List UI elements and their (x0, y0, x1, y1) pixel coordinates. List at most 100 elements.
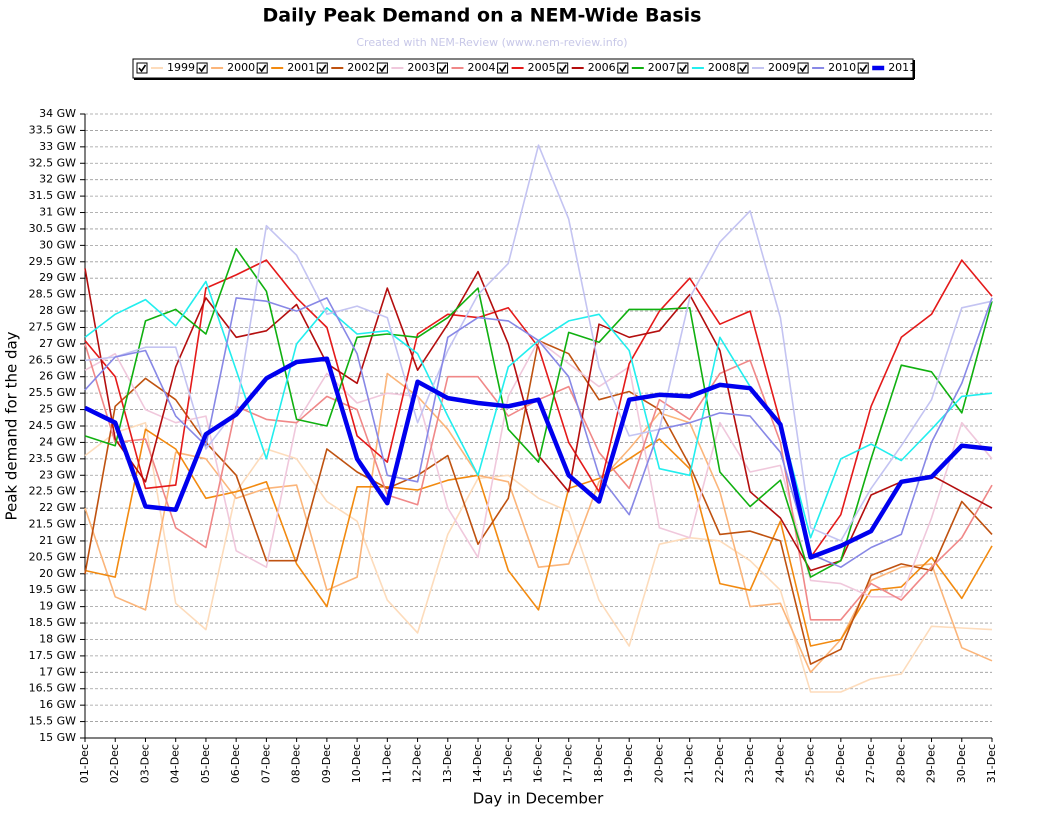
legend-label: 2008 (708, 61, 736, 74)
y-tick-label: 22 GW (39, 501, 76, 514)
y-tick-label: 27 GW (39, 337, 76, 350)
series-line (84, 144, 993, 542)
y-tick-label: 18 GW (39, 632, 76, 645)
x-tick-label: 18-Dec (592, 744, 605, 783)
legend-check (438, 64, 447, 73)
y-tick-label: 21.5 GW (29, 518, 77, 531)
x-tick-label: 27-Dec (864, 744, 877, 783)
y-tick-label: 26 GW (39, 370, 76, 383)
y-tick-label: 16.5 GW (29, 682, 77, 695)
series-line (84, 356, 993, 560)
legend-checkbox[interactable] (677, 62, 689, 74)
y-tick-label: 19 GW (39, 600, 76, 613)
legend-label: 2011 (888, 61, 916, 74)
legend-checkbox[interactable] (136, 62, 148, 74)
legend-checkbox[interactable] (256, 62, 268, 74)
legend-label: 2001 (287, 61, 315, 74)
y-tick-label: 29.5 GW (29, 255, 77, 268)
series-line (84, 259, 993, 559)
legend-check (138, 64, 147, 73)
legend-check (739, 64, 748, 73)
y-tick-label: 21 GW (39, 534, 76, 547)
x-tick-label: 21-Dec (683, 744, 696, 783)
x-tick-label: 23-Dec (743, 744, 756, 783)
x-tick-label: 15-Dec (501, 744, 514, 783)
series-line (84, 268, 993, 572)
legend-checkbox[interactable] (857, 62, 869, 74)
x-tick-label: 24-Dec (773, 744, 786, 783)
y-tick-label: 27.5 GW (29, 320, 77, 333)
x-tick-label: 08-Dec (290, 744, 303, 783)
legend-checkbox[interactable] (316, 62, 328, 74)
x-tick-label: 11-Dec (380, 744, 393, 783)
x-tick-label: 05-Dec (199, 744, 212, 783)
legend-checkbox[interactable] (376, 62, 388, 74)
y-tick-label: 22.5 GW (29, 485, 77, 498)
legend-label: 1999 (167, 61, 195, 74)
legend-checkbox[interactable] (196, 62, 208, 74)
x-tick-label: 26-Dec (834, 744, 847, 783)
y-tick-label: 34 GW (39, 107, 76, 120)
legend-label: 2006 (588, 61, 616, 74)
y-tick-label: 32 GW (39, 173, 76, 186)
y-tick-label: 15.5 GW (29, 715, 77, 728)
legend-checkbox[interactable] (557, 62, 569, 74)
legend-check (679, 64, 688, 73)
x-tick-label: 12-Dec (411, 744, 424, 783)
y-tick-label: 32.5 GW (29, 156, 77, 169)
y-tick-label: 29 GW (39, 271, 76, 284)
legend-checkbox[interactable] (737, 62, 749, 74)
legend-checkbox[interactable] (497, 62, 509, 74)
legend-check (498, 64, 507, 73)
x-axis-title: Day in December (473, 790, 604, 808)
legend-label: 2004 (468, 61, 496, 74)
y-tick-label: 28 GW (39, 304, 76, 317)
legend-label: 2003 (407, 61, 435, 74)
y-tick-label: 23 GW (39, 468, 76, 481)
x-tick-label: 02-Dec (108, 744, 121, 783)
y-tick-label: 33.5 GW (29, 123, 77, 136)
y-tick-label: 24.5 GW (29, 419, 77, 432)
y-tick-label: 25.5 GW (29, 386, 77, 399)
chart-subtitle: Created with NEM-Review (www.nem-review.… (356, 36, 627, 49)
y-tick-label: 19.5 GW (29, 583, 77, 596)
legend-check (258, 64, 267, 73)
x-tick-label: 14-Dec (471, 744, 484, 783)
x-tick-label: 17-Dec (562, 744, 575, 783)
y-tick-label: 17.5 GW (29, 649, 77, 662)
x-tick-label: 19-Dec (622, 744, 635, 783)
series-line (84, 247, 993, 578)
y-tick-label: 33 GW (39, 140, 76, 153)
x-tick-label: 30-Dec (955, 744, 968, 783)
legend-checkbox[interactable] (617, 62, 629, 74)
legend-label: 2000 (227, 61, 255, 74)
y-tick-label: 24 GW (39, 435, 76, 448)
legend-checkbox[interactable] (797, 62, 809, 74)
legend-label: 2002 (347, 61, 375, 74)
x-tick-label: 06-Dec (229, 744, 242, 783)
y-tick-label: 18.5 GW (29, 616, 77, 629)
legend-checkbox[interactable] (437, 62, 448, 74)
legend-check (198, 64, 207, 73)
x-tick-label: 13-Dec (441, 744, 454, 783)
y-tick-label: 28.5 GW (29, 288, 77, 301)
x-tick-label: 25-Dec (804, 744, 817, 783)
x-tick-label: 16-Dec (532, 744, 545, 783)
legend-check (378, 64, 387, 73)
x-tick-label: 03-Dec (138, 744, 151, 783)
legend-label: 2010 (828, 61, 856, 74)
legend-check (619, 64, 627, 73)
chart-title: Daily Peak Demand on a NEM-Wide Basis (263, 5, 702, 27)
x-tick-label: 28-Dec (894, 744, 907, 783)
y-tick-label: 16 GW (39, 698, 76, 711)
legend-check (859, 64, 868, 73)
legend-check (318, 64, 327, 73)
x-tick-label: 31-Dec (985, 744, 998, 783)
y-tick-label: 15 GW (39, 731, 76, 744)
series-line (84, 428, 993, 647)
x-tick-label: 04-Dec (169, 744, 182, 783)
y-tick-label: 30.5 GW (29, 222, 77, 235)
y-tick-label: 26.5 GW (29, 353, 77, 366)
series-line (84, 297, 993, 568)
